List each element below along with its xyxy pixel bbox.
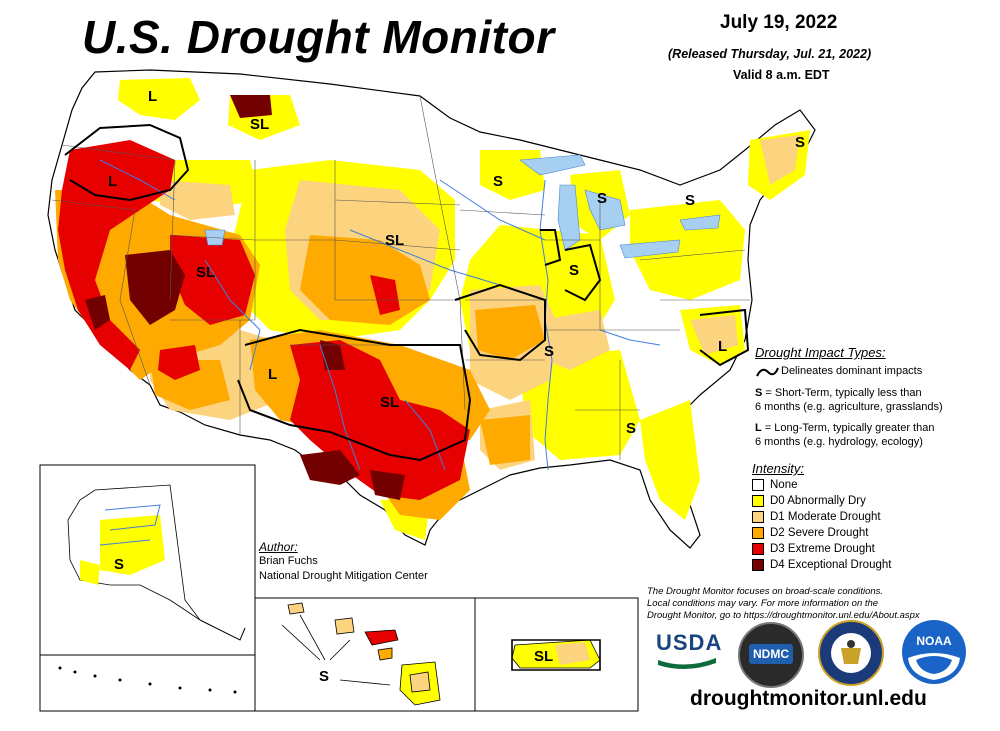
disclaimer-line2: Local conditions may vary. For more info… — [647, 598, 879, 609]
label-nebraska-sl: SL — [385, 232, 405, 249]
short-term-definition: S = Short-Term, typically less than 6 mo… — [755, 386, 943, 414]
commerce-seal-graphic — [831, 633, 871, 673]
intensity-swatch — [752, 495, 764, 507]
intensity-swatch — [752, 559, 764, 571]
label-puertorico-sl: SL — [534, 648, 554, 665]
map-title: U.S. Drought Monitor — [82, 11, 555, 63]
website-link[interactable]: droughtmonitor.unl.edu — [690, 687, 927, 710]
label-montana-sl: SL — [250, 116, 270, 133]
intensity-swatch — [752, 479, 764, 491]
legend-impact-line-sample — [756, 367, 779, 377]
intensity-legend: Intensity: None D0 Abnormally Dry D1 Moder… — [752, 461, 891, 575]
long-term-letter: L — [755, 422, 762, 434]
long-term-definition: L = Long-Term, typically greater than 6 … — [755, 421, 934, 449]
label-utah-sl: SL — [196, 264, 216, 281]
usda-logo-text: USDA — [656, 630, 723, 655]
intensity-row: D2 Severe Drought — [752, 527, 891, 543]
usda-logo-swoosh — [658, 658, 716, 670]
intensity-row: D3 Extreme Drought — [752, 543, 891, 559]
noaa-logo-text: NOAA — [916, 634, 952, 648]
puerto-rico-shape — [511, 639, 601, 671]
great-lakes — [204, 154, 721, 259]
label-newyork-s: S — [685, 192, 696, 209]
intensity-row: D0 Abnormally Dry — [752, 495, 891, 511]
label-oregon-l: L — [108, 173, 118, 190]
author-block: Author: Brian Fuchs National Drought Mit… — [259, 540, 428, 584]
intensity-row: None — [752, 479, 891, 495]
label-maine-s: S — [795, 134, 806, 151]
usda-logo: USDA — [656, 630, 723, 674]
intensity-label: D0 Abnormally Dry — [770, 495, 866, 508]
label-georgia-s: S — [626, 420, 637, 437]
label-arkansas-s: S — [544, 343, 555, 360]
alaska-shape — [67, 484, 246, 641]
noaa-logo: NOAA — [902, 620, 966, 684]
intensity-label: D4 Exceptional Drought — [770, 559, 892, 572]
impact-types-legend: Drought Impact Types: — [755, 345, 886, 360]
ndmc-logo-text: NDMC — [749, 644, 793, 664]
impact-types-heading: Drought Impact Types: — [755, 345, 886, 360]
intensity-swatch — [752, 511, 764, 523]
short-term-letter: S — [755, 387, 763, 399]
ndmc-logo: NDMC — [738, 622, 804, 688]
label-illinois-s: S — [569, 262, 580, 279]
author-org: National Drought Mitigation Center — [259, 570, 428, 582]
label-hawaii-s: S — [319, 668, 330, 685]
short-term-line2: 6 months (e.g. agriculture, grasslands) — [755, 401, 943, 413]
label-texas-sl: SL — [380, 394, 400, 411]
label-michigan-s: S — [597, 190, 608, 207]
hawaii-inset-frame — [254, 597, 476, 712]
label-alaska-s: S — [114, 556, 125, 573]
label-newmexico-l: L — [268, 366, 278, 383]
intensity-swatch — [752, 543, 764, 555]
intensity-row: D1 Moderate Drought — [752, 511, 891, 527]
label-virginia-l: L — [718, 338, 728, 355]
disclaimer-line1: The Drought Monitor focuses on broad-sca… — [647, 586, 884, 597]
valid-time: Valid 8 a.m. EDT — [733, 68, 830, 82]
disclaimer: The Drought Monitor focuses on broad-sca… — [647, 586, 967, 622]
author-name: Brian Fuchs — [259, 555, 318, 567]
release-date: (Released Thursday, Jul. 21, 2022) — [668, 47, 872, 61]
impact-lines — [64, 123, 750, 462]
intensity-heading: Intensity: — [752, 461, 805, 476]
aleutian-islands — [58, 666, 237, 694]
delineates-text: Delineates dominant impacts — [781, 365, 923, 377]
noaa-logo-graphic — [908, 653, 960, 680]
disclaimer-line3: Drought Monitor, go to https://droughtmo… — [647, 610, 920, 621]
intensity-label: D2 Severe Drought — [770, 527, 869, 540]
d4-areas — [85, 95, 405, 500]
puerto-rico-inset — [474, 597, 639, 712]
intensity-swatch — [752, 527, 764, 539]
long-term-line2: 6 months (e.g. hydrology, ecology) — [755, 436, 923, 448]
intensity-label: D1 Moderate Drought — [770, 511, 881, 524]
label-montana-l: L — [148, 88, 158, 105]
author-heading: Author: — [259, 540, 298, 554]
intensity-label: None — [770, 479, 798, 492]
label-minnesota-s: S — [493, 173, 504, 190]
short-term-line1: = Short-Term, typically less than — [765, 387, 922, 399]
commerce-seal — [818, 620, 884, 686]
intensity-label: D3 Extreme Drought — [770, 543, 875, 556]
long-term-line1: = Long-Term, typically greater than — [764, 422, 935, 434]
hawaii-islands — [281, 602, 441, 706]
intensity-row: D4 Exceptional Drought — [752, 559, 891, 575]
aleutian-inset — [39, 654, 256, 712]
map-date: July 19, 2022 — [720, 12, 838, 33]
